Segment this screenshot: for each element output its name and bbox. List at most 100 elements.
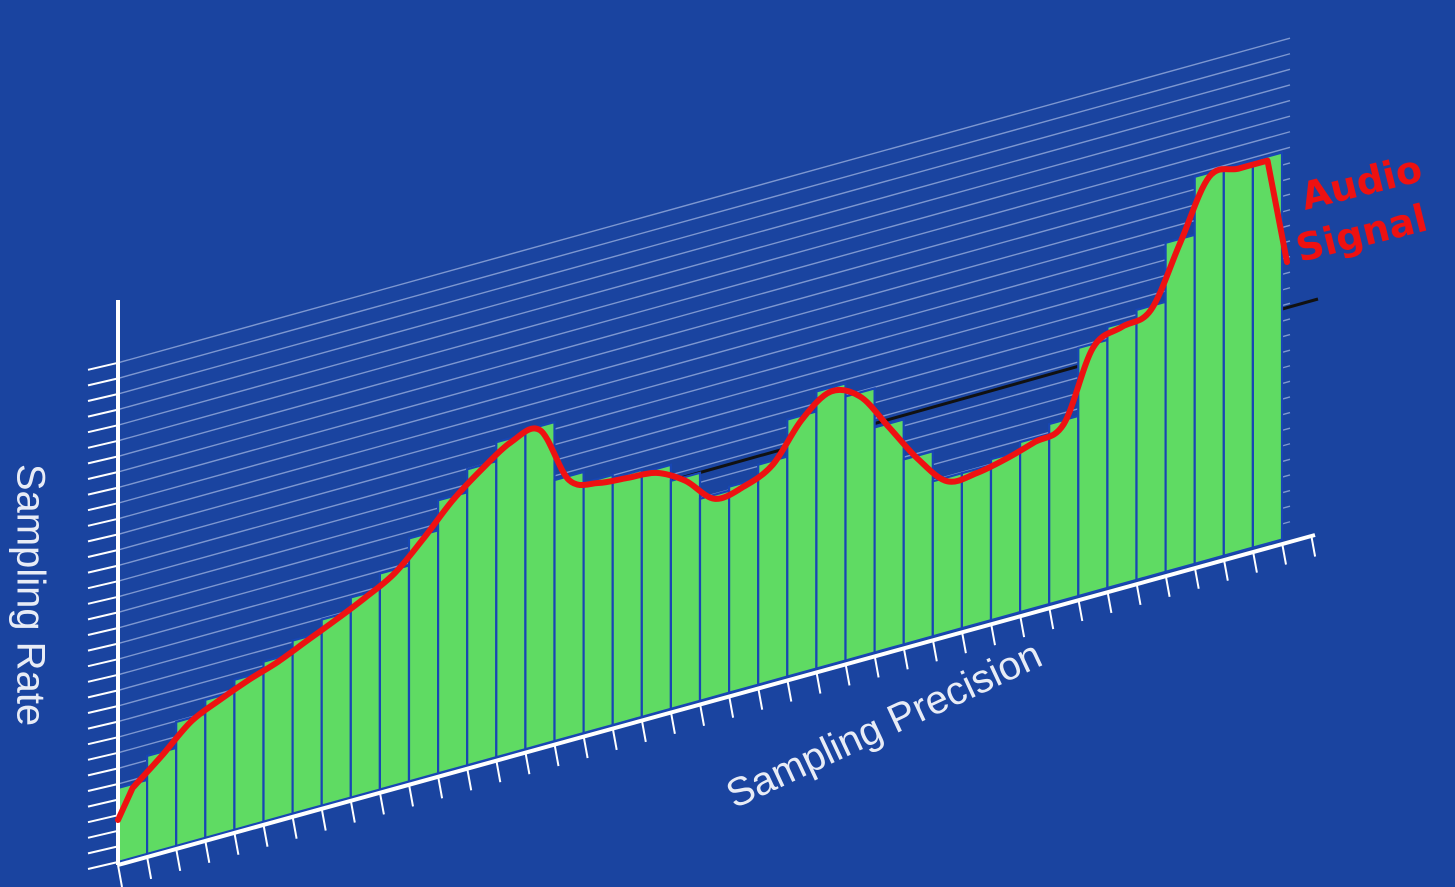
y-axis-tick: [87, 471, 119, 480]
sample-bar: [1193, 167, 1225, 566]
y-axis-tick: [87, 549, 119, 558]
x-axis-tick: [640, 719, 647, 743]
x-axis-tick: [1281, 542, 1287, 565]
x-axis-tick: [1222, 558, 1229, 581]
audio-signal-curve: [115, 157, 1290, 823]
grid-line: [117, 255, 1291, 582]
y-axis-tick: [87, 455, 119, 465]
y-axis-label: Sampling Rate: [8, 464, 52, 726]
grid-line: [117, 37, 1291, 364]
x-axis-tick: [408, 784, 414, 807]
sample-bar: [495, 432, 527, 759]
y-axis-tick: [87, 502, 119, 512]
sample-bar: [873, 417, 905, 654]
sample-bar: [378, 563, 411, 791]
sample-bar: [204, 690, 236, 840]
x-axis-tick: [553, 743, 560, 767]
x-axis-tick: [146, 856, 153, 880]
x-axis-tick: [1135, 582, 1142, 606]
x-axis-tick: [117, 864, 123, 887]
y-axis-tick: [87, 814, 119, 824]
x-axis-tick: [931, 639, 938, 662]
sample-bar: [437, 490, 469, 775]
x-axis-tick: [990, 623, 996, 646]
x-axis-tick: [1193, 566, 1200, 589]
y-axis-tick: [87, 642, 119, 652]
x-axis-tick: [1251, 550, 1258, 573]
y-axis-tick: [87, 658, 119, 668]
x-axis-tick: [728, 695, 735, 718]
sample-bar: [582, 473, 614, 735]
y-axis-tick: [87, 736, 119, 746]
x-axis-tick: [960, 631, 967, 654]
sample-bar: [524, 420, 556, 751]
y-axis-tick: [87, 861, 119, 870]
x-axis-tick: [902, 647, 909, 670]
x-axis-tick: [757, 687, 764, 710]
grid-line: [117, 115, 1291, 442]
y-axis-tick: [87, 611, 119, 621]
x-axis-tick: [1310, 534, 1317, 557]
grid-line: [117, 146, 1291, 473]
y-axis-tick: [87, 689, 119, 699]
y-axis-tick: [87, 533, 119, 543]
y-axis-tick: [87, 705, 119, 714]
y-axis-tick: [87, 845, 119, 855]
grid-line: [117, 240, 1291, 567]
grid-line: [117, 162, 1291, 489]
x-axis-tick: [669, 711, 676, 735]
x-axis-tick: [466, 768, 473, 791]
grid-line: [117, 177, 1291, 504]
y-axis-tick: [87, 517, 119, 527]
x-axis-tick: [320, 808, 327, 831]
x-axis-tick: [291, 816, 298, 839]
sample-bar: [262, 652, 294, 824]
sample-bar: [786, 410, 818, 679]
x-axis-tick: [815, 671, 822, 694]
x-axis-tick: [1164, 574, 1171, 597]
y-axis-tick: [87, 564, 119, 574]
grid-line: [117, 271, 1291, 598]
x-axis-tick: [378, 792, 385, 815]
sample-bar: [1018, 432, 1051, 614]
grid-line: [117, 53, 1291, 380]
grid-line: [117, 99, 1291, 426]
x-axis-tick: [699, 703, 705, 726]
x-axis-line: [117, 533, 1316, 867]
grid-line: [117, 84, 1291, 411]
x-axis-tick: [873, 655, 880, 678]
sample-bar: [727, 477, 760, 695]
sample-bar: [1164, 233, 1196, 574]
sample-bar: [757, 455, 789, 687]
grid-line: [117, 68, 1291, 395]
y-axis-tick: [87, 627, 119, 636]
sample-bar: [931, 471, 964, 638]
sample-bar: [989, 449, 1022, 622]
audio-signal-group: [115, 157, 1290, 823]
sample-bar: [698, 489, 731, 703]
grid-line: [117, 131, 1291, 458]
y-axis-tick: [87, 580, 119, 590]
sample-bar: [611, 468, 643, 727]
sample-bar: [640, 463, 673, 719]
y-axis-tick: [87, 486, 119, 496]
y-axis-tick: [87, 439, 119, 449]
y-axis-tick: [87, 798, 119, 808]
x-axis-tick: [204, 840, 211, 863]
x-axis-tick: [1077, 598, 1084, 622]
y-axis-tick: [87, 361, 119, 371]
x-axis-tick: [349, 800, 356, 823]
y-axis-tick: [87, 783, 119, 792]
sample-bar: [1106, 317, 1138, 590]
sample-bar: [1048, 414, 1080, 606]
x-axis-tick: [1048, 606, 1055, 630]
x-axis-tick: [786, 679, 793, 702]
y-axis-tick: [87, 673, 119, 683]
sample-bar: [320, 610, 352, 808]
y-axis-tick: [87, 408, 119, 418]
x-axis-tick: [175, 848, 182, 872]
sample-bar: [1222, 159, 1255, 558]
axes: [87, 300, 1317, 887]
sample-bars: [116, 151, 1284, 864]
